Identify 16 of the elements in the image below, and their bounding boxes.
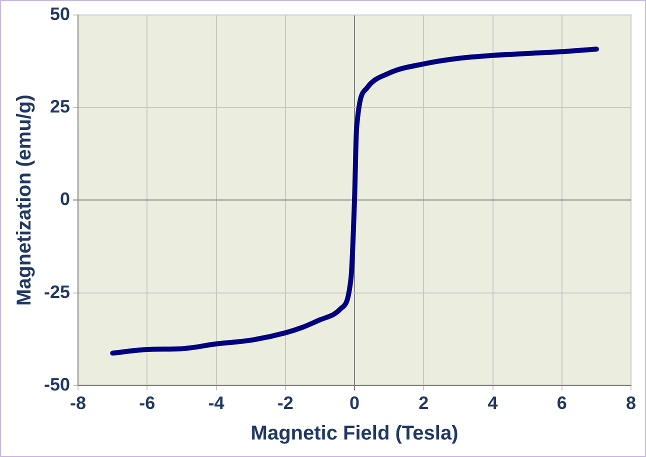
y-tick-label: 0 xyxy=(60,189,70,210)
x-axis-title: Magnetic Field (Tesla) xyxy=(250,422,458,445)
x-tick-label: 4 xyxy=(488,393,498,414)
y-tick-label: -25 xyxy=(44,282,70,302)
x-tick-label: 2 xyxy=(418,393,429,414)
x-tick-label: 8 xyxy=(626,393,636,414)
x-tick-label: -2 xyxy=(277,393,294,414)
x-tick-label: -6 xyxy=(139,393,156,414)
x-tick-label: -8 xyxy=(70,393,86,414)
x-tick-label: -4 xyxy=(208,393,224,414)
y-axis-title: Magnetization (emu/g) xyxy=(14,94,36,306)
y-tick-label: 25 xyxy=(50,96,70,117)
y-tick-label: 50 xyxy=(50,4,70,24)
x-tick-label: 0 xyxy=(350,393,360,414)
x-tick-label: 6 xyxy=(556,393,567,414)
y-tick-label: -50 xyxy=(44,374,70,394)
